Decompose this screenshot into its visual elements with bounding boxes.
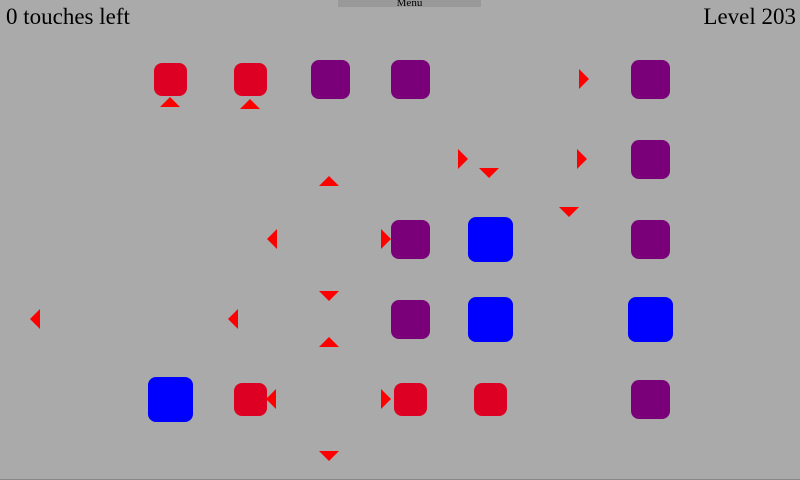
arrow-down-icon: [479, 168, 499, 178]
red-block[interactable]: [233, 62, 267, 96]
arrow-up-icon: [240, 99, 260, 109]
purple-block[interactable]: [390, 299, 430, 339]
level-indicator: Level 203: [703, 4, 796, 29]
purple-block[interactable]: [630, 379, 670, 419]
arrow-left-icon: [228, 309, 238, 329]
purple-block[interactable]: [390, 219, 430, 259]
red-block[interactable]: [473, 382, 507, 416]
menu-button[interactable]: Menu: [338, 0, 481, 9]
arrow-left-icon: [30, 309, 40, 329]
arrow-right-icon: [381, 389, 391, 409]
purple-block[interactable]: [630, 59, 670, 99]
blue-block[interactable]: [147, 376, 193, 422]
arrow-up-icon: [160, 97, 180, 107]
touches-left-counter: 0 touches left: [6, 4, 130, 29]
purple-block[interactable]: [630, 219, 670, 259]
red-block[interactable]: [233, 382, 267, 416]
purple-block[interactable]: [630, 139, 670, 179]
blue-block[interactable]: [627, 296, 673, 342]
menu-label: Menu: [396, 0, 423, 9]
arrow-left-icon: [267, 229, 277, 249]
arrow-right-icon: [579, 69, 589, 89]
arrow-down-icon: [319, 291, 339, 301]
arrow-right-icon: [458, 149, 468, 169]
arrow-up-icon: [319, 176, 339, 186]
arrow-left-icon: [266, 389, 276, 409]
blue-block[interactable]: [467, 216, 513, 262]
red-block[interactable]: [393, 382, 427, 416]
purple-block[interactable]: [390, 59, 430, 99]
blue-block[interactable]: [467, 296, 513, 342]
purple-block[interactable]: [310, 59, 350, 99]
arrow-down-icon: [319, 451, 339, 461]
arrow-up-icon: [319, 337, 339, 347]
arrow-down-icon: [559, 207, 579, 217]
arrow-right-icon: [381, 229, 391, 249]
arrow-right-icon: [577, 149, 587, 169]
red-block[interactable]: [153, 62, 187, 96]
